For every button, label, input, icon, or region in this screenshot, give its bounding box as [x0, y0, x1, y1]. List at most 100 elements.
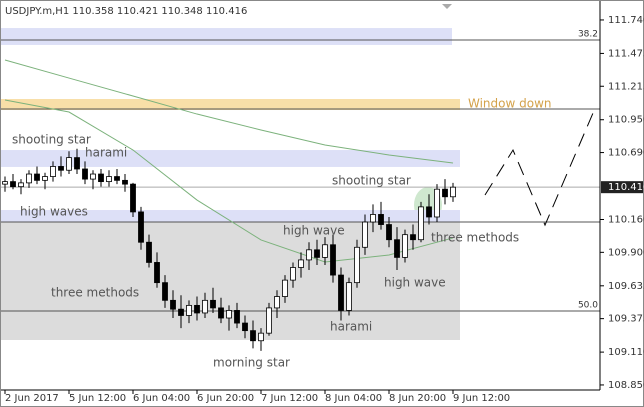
- candle-body: [426, 206, 432, 218]
- candle-body: [34, 173, 40, 181]
- x-tick-label: 6 Jun 20:00: [197, 393, 254, 404]
- x-tick-label: 6 Jun 04:00: [133, 393, 190, 404]
- candle-body: [26, 173, 32, 184]
- y-tick-label: 108.850: [608, 380, 644, 391]
- candle-body: [434, 188, 440, 218]
- level-label: 38.2: [578, 30, 598, 40]
- candle-body: [10, 181, 16, 188]
- annotation: harami: [330, 320, 372, 334]
- candle-body: [162, 282, 168, 301]
- candle-body: [58, 166, 64, 171]
- x-tick-label: 9 Jun 12:00: [453, 393, 510, 404]
- candle-body: [322, 244, 328, 258]
- candle-body: [98, 173, 104, 183]
- zone: [0, 210, 460, 223]
- candle-body: [2, 181, 8, 185]
- forecast-line: [484, 112, 594, 227]
- level-label: 50.0: [578, 300, 598, 310]
- candle-body: [66, 157, 72, 171]
- zone: [0, 150, 460, 167]
- candle-body: [74, 157, 80, 170]
- candle-body: [154, 262, 160, 284]
- candle-body: [290, 267, 296, 281]
- annotation: high waves: [20, 205, 88, 219]
- candle-body: [346, 282, 352, 311]
- zone: [0, 28, 452, 45]
- candle-body: [18, 182, 24, 188]
- annotation: morning star: [213, 356, 290, 370]
- candle-body: [106, 176, 112, 183]
- annotation: three methods: [431, 231, 519, 245]
- annotation: harami: [85, 146, 127, 160]
- candle-body: [386, 224, 392, 241]
- candle-body: [354, 246, 360, 284]
- candle-body: [210, 299, 216, 309]
- candle-body: [274, 296, 280, 309]
- candle-body: [418, 206, 424, 241]
- candle-body: [130, 183, 136, 213]
- y-tick-label: 109.375: [608, 314, 644, 325]
- y-tick-label: 110.160: [608, 215, 644, 226]
- candle-body: [122, 179, 128, 185]
- candle-body: [114, 176, 120, 181]
- candle-body: [410, 234, 416, 241]
- candle-body: [442, 188, 448, 198]
- candle-body: [178, 308, 184, 316]
- annotation: three methods: [51, 286, 139, 300]
- candle-body: [298, 259, 304, 268]
- annotation: high wave: [283, 224, 345, 238]
- annotation: shooting star: [332, 174, 411, 188]
- x-tick-label: 2 Jun 2017: [5, 393, 59, 404]
- x-tick-label: 8 Jun 20:00: [389, 393, 446, 404]
- y-tick-label: 110.690: [608, 148, 644, 159]
- candle-body: [186, 304, 192, 316]
- candle-body: [234, 310, 240, 324]
- candle-body: [226, 310, 232, 319]
- y-tick-label: 111.215: [608, 81, 644, 92]
- moving-average: [4, 99, 454, 263]
- candle-body: [282, 279, 288, 297]
- candle-body: [378, 214, 384, 225]
- candle-body: [450, 186, 456, 198]
- annotation: shooting star: [12, 133, 91, 147]
- zone: [0, 222, 460, 340]
- zone: [0, 99, 460, 111]
- candle-body: [194, 304, 200, 314]
- candle-body: [362, 221, 368, 248]
- candle-body: [50, 166, 56, 177]
- candle-body: [370, 214, 376, 223]
- candle-body: [90, 173, 96, 180]
- candle-body: [402, 234, 408, 258]
- candle-body: [170, 299, 176, 310]
- candle-body: [138, 211, 144, 243]
- candle-body: [306, 249, 312, 261]
- candle-body: [394, 239, 400, 258]
- candle-body: [266, 307, 272, 334]
- y-tick-label: 109.110: [608, 347, 644, 358]
- candle-body: [82, 168, 88, 180]
- price-tag-label: 110.416: [608, 182, 644, 193]
- marker: [442, 4, 452, 9]
- y-tick-label: 109.635: [608, 281, 644, 292]
- y-tick-label: 110.950: [608, 115, 644, 126]
- candle-body: [146, 241, 152, 263]
- candle-body: [314, 249, 320, 258]
- price-tag: [601, 181, 643, 194]
- y-tick-label: 111.740: [608, 15, 644, 26]
- y-tick-label: 111.475: [608, 48, 644, 59]
- candle-body: [242, 322, 248, 332]
- zone-label: Window down: [468, 97, 552, 111]
- candle-body: [250, 330, 256, 342]
- x-tick-label: 5 Jun 12:00: [69, 393, 126, 404]
- candle-body: [338, 274, 344, 311]
- moving-average: [4, 59, 454, 164]
- x-tick-label: 7 Jun 12:00: [261, 393, 318, 404]
- candle-body: [258, 332, 264, 342]
- y-tick-label: 109.900: [608, 247, 644, 258]
- candle-body: [330, 244, 336, 276]
- x-tick-label: 8 Jun 04:00: [325, 393, 382, 404]
- annotation: high wave: [384, 276, 446, 290]
- candle-body: [42, 176, 48, 181]
